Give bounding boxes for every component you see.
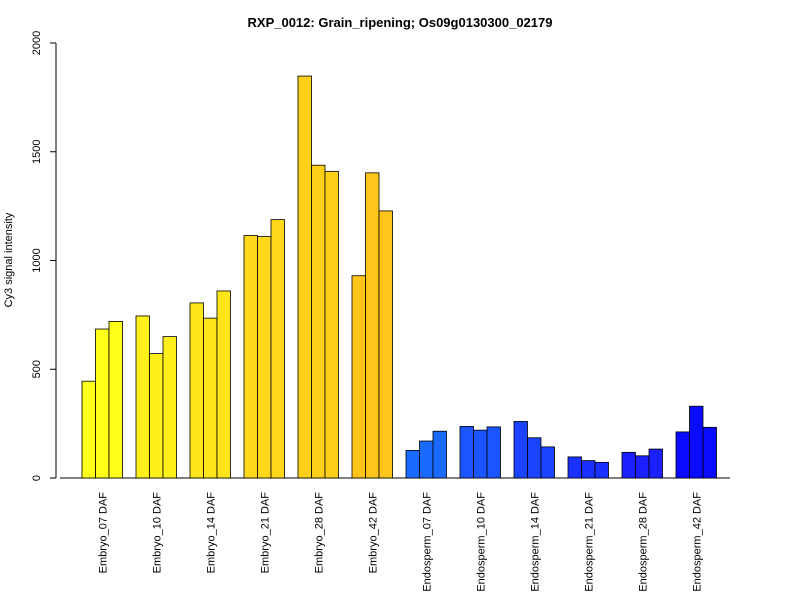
y-tick-label: 1000 bbox=[31, 248, 43, 272]
bar bbox=[81, 380, 96, 479]
bar bbox=[419, 440, 434, 479]
bar bbox=[324, 170, 339, 479]
x-tick-label: Endosperm_14 DAF bbox=[529, 492, 541, 592]
bar bbox=[365, 172, 380, 479]
x-axis: Embryo_07 DAF Embryo_10 DAF Embryo_14 DAF E… bbox=[60, 477, 730, 592]
bar bbox=[149, 353, 164, 479]
bar bbox=[459, 426, 474, 479]
x-tick-label: Embryo_07 DAF bbox=[97, 492, 109, 574]
bar bbox=[581, 460, 596, 479]
bar bbox=[689, 405, 704, 479]
bars-group bbox=[81, 75, 717, 479]
x-tick-label: Endosperm_07 DAF bbox=[421, 492, 433, 592]
bar bbox=[311, 164, 326, 479]
bar bbox=[621, 451, 636, 479]
chart-title: RXP_0012: Grain_ripening; Os09g0130300_0… bbox=[248, 15, 553, 30]
x-tick-label: Endosperm_21 DAF bbox=[583, 492, 595, 592]
bar bbox=[513, 421, 528, 479]
bar bbox=[594, 461, 609, 479]
x-tick-label: Endosperm_10 DAF bbox=[475, 492, 487, 592]
bar bbox=[297, 75, 312, 479]
bar bbox=[648, 448, 663, 479]
bar bbox=[189, 302, 204, 479]
bar bbox=[540, 446, 555, 479]
bar bbox=[473, 429, 488, 479]
x-tick-label: Embryo_28 DAF bbox=[313, 492, 325, 574]
y-tick-label: 500 bbox=[31, 360, 43, 378]
bar bbox=[405, 449, 420, 479]
y-tick-label: 0 bbox=[31, 475, 43, 481]
x-tick-label: Embryo_21 DAF bbox=[259, 492, 271, 574]
x-tick-label: Embryo_14 DAF bbox=[205, 492, 217, 574]
y-tick-label: 1500 bbox=[31, 140, 43, 164]
bar bbox=[351, 275, 366, 479]
y-tick-label: 2000 bbox=[31, 31, 43, 55]
bar bbox=[108, 320, 123, 479]
bar bbox=[135, 315, 150, 479]
bar bbox=[432, 430, 447, 479]
bar bbox=[675, 431, 690, 479]
bar bbox=[702, 426, 717, 479]
x-tick-label: Embryo_42 DAF bbox=[367, 492, 379, 574]
y-axis-label: Cy3 signal intensity bbox=[3, 212, 15, 307]
bar bbox=[162, 336, 177, 479]
bar bbox=[567, 456, 582, 479]
x-tick-label: Endosperm_42 DAF bbox=[691, 492, 703, 592]
y-axis: 0 500 1000 1500 2000 bbox=[31, 31, 57, 481]
bar bbox=[635, 455, 650, 479]
bar bbox=[203, 317, 218, 479]
bar bbox=[270, 219, 285, 479]
x-tick-label: Embryo_10 DAF bbox=[151, 492, 163, 574]
bar bbox=[216, 290, 231, 479]
bar bbox=[527, 437, 542, 479]
x-tick-label: Endosperm_28 DAF bbox=[637, 492, 649, 592]
bar bbox=[257, 236, 272, 479]
bar bbox=[378, 210, 393, 479]
bar bbox=[486, 426, 501, 479]
bar bbox=[243, 235, 258, 479]
bar bbox=[95, 328, 110, 479]
